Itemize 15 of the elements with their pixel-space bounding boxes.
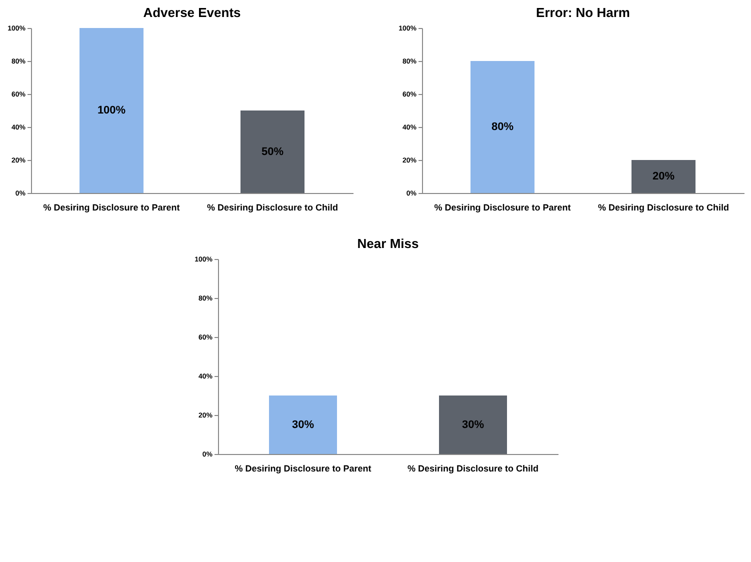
data-label: 30% <box>461 418 484 431</box>
x-tick-label: % Desiring Disclosure to Parent <box>434 202 571 212</box>
x-tick-label: % Desiring Disclosure to Child <box>206 202 338 212</box>
chart-title: Near Miss <box>356 236 418 251</box>
x-tick-label: % Desiring Disclosure to Child <box>406 464 538 474</box>
data-label: 30% <box>291 418 314 431</box>
data-label: 80% <box>491 121 514 133</box>
x-tick-label: % Desiring Disclosure to Child <box>598 202 730 212</box>
data-label: 50% <box>261 146 284 158</box>
chart-title: Adverse Events <box>143 5 241 20</box>
x-tick-label: % Desiring Disclosure to Parent <box>43 202 180 212</box>
chart-title: Error: No Harm <box>536 5 630 20</box>
data-label: 100% <box>97 104 126 116</box>
x-tick-label: % Desiring Disclosure to Parent <box>234 464 371 474</box>
data-label: 20% <box>652 170 675 182</box>
